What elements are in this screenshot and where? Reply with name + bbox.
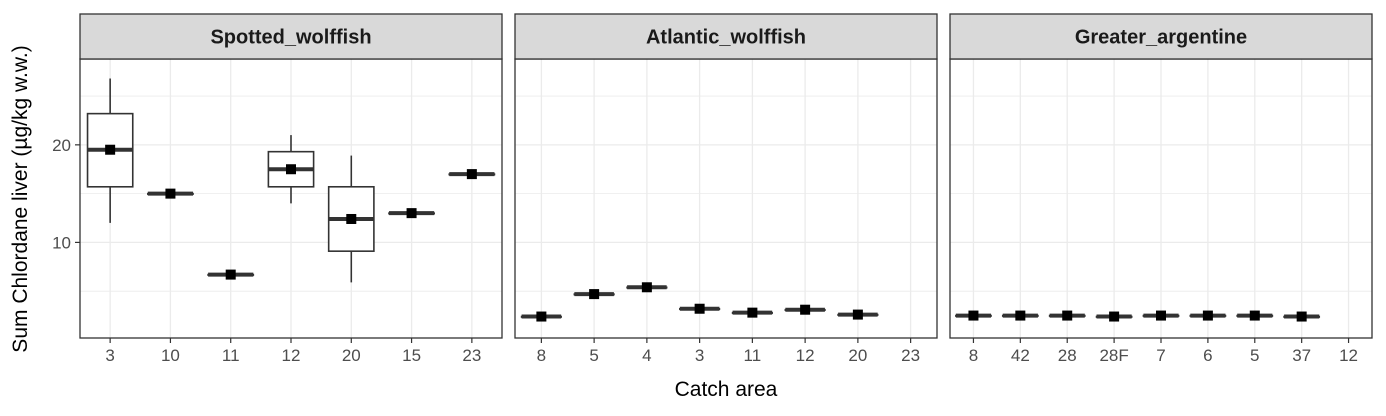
x-tick-label: 28F bbox=[1099, 346, 1128, 365]
box-5 bbox=[573, 289, 615, 300]
x-tick-label: 5 bbox=[1250, 346, 1259, 365]
x-tick-label: 12 bbox=[282, 346, 301, 365]
mean-point bbox=[589, 289, 600, 300]
facet-panel: Greater_argentine 8 42 28 28F 7 6 5 37 12 bbox=[949, 13, 1373, 365]
x-tick-label: 28 bbox=[1058, 346, 1077, 365]
mean-point bbox=[286, 164, 296, 175]
x-tick-label: 23 bbox=[462, 346, 481, 365]
mean-point bbox=[466, 169, 477, 180]
mean-point bbox=[1109, 311, 1120, 322]
x-tick-label: 11 bbox=[222, 346, 240, 365]
box-37 bbox=[1283, 311, 1321, 322]
x-tick-label: 8 bbox=[969, 346, 978, 365]
mean-point bbox=[536, 311, 547, 322]
mean-point bbox=[1156, 310, 1166, 321]
box-4 bbox=[626, 282, 668, 293]
mean-point bbox=[747, 307, 758, 318]
mean-point bbox=[1296, 311, 1307, 322]
y-tick-label: 10 bbox=[52, 233, 71, 252]
mean-point bbox=[968, 310, 979, 321]
box-28F bbox=[1095, 311, 1133, 322]
mean-point bbox=[1015, 310, 1026, 321]
box-8 bbox=[520, 311, 562, 322]
mean-point bbox=[800, 304, 811, 315]
facet-strip bbox=[514, 13, 938, 60]
box-3 bbox=[679, 303, 721, 314]
x-tick-label: 3 bbox=[105, 346, 114, 365]
box-11 bbox=[731, 307, 773, 318]
x-tick-label: 12 bbox=[796, 346, 815, 365]
box-3 bbox=[86, 78, 134, 223]
x-tick-label: 4 bbox=[642, 346, 651, 365]
box-20 bbox=[837, 309, 879, 320]
facet-title: Atlantic_wolffish bbox=[646, 27, 806, 49]
facet-panel: Spotted_wolffish 3 10 11 12 20 15 23 bbox=[79, 13, 503, 365]
box-28 bbox=[1048, 310, 1086, 321]
box-42 bbox=[1001, 310, 1039, 321]
y-tick-label: 20 bbox=[52, 136, 71, 155]
mean-point bbox=[694, 303, 705, 314]
box-10 bbox=[147, 188, 194, 199]
box-15 bbox=[388, 208, 435, 219]
box-20 bbox=[327, 155, 375, 283]
mean-point bbox=[406, 208, 417, 219]
x-tick-label: 3 bbox=[695, 346, 704, 365]
box-8 bbox=[955, 310, 992, 321]
mean-point bbox=[641, 282, 652, 293]
facet-title: Spotted_wolffish bbox=[210, 27, 371, 49]
y-axis: 10 20 bbox=[52, 136, 80, 252]
box-7 bbox=[1142, 310, 1180, 321]
mean-point bbox=[225, 269, 236, 280]
box-12 bbox=[784, 304, 826, 315]
x-tick-label: 23 bbox=[901, 346, 920, 365]
box-11 bbox=[207, 269, 255, 280]
x-axis-title: Catch area bbox=[675, 378, 778, 401]
box-12 bbox=[267, 135, 315, 204]
mean-point bbox=[346, 213, 357, 224]
facet-strip bbox=[949, 13, 1373, 60]
facet-title: Greater_argentine bbox=[1075, 27, 1247, 49]
x-tick-label: 11 bbox=[744, 346, 762, 365]
x-tick-label: 10 bbox=[161, 346, 180, 365]
mean-point bbox=[105, 144, 116, 155]
x-tick-label: 37 bbox=[1292, 346, 1311, 365]
panel-background bbox=[515, 59, 937, 338]
box-6 bbox=[1189, 310, 1227, 321]
box-5 bbox=[1236, 310, 1274, 321]
x-tick-label: 20 bbox=[342, 346, 361, 365]
facet-strip bbox=[79, 13, 503, 60]
y-axis-title: Sum Chlordane liver (µg/kg w.w.) bbox=[9, 45, 32, 352]
x-tick-label: 42 bbox=[1011, 346, 1030, 365]
box-23 bbox=[448, 169, 496, 180]
mean-point bbox=[165, 188, 176, 199]
mean-point bbox=[852, 309, 863, 320]
x-tick-label: 20 bbox=[848, 346, 867, 365]
mean-point bbox=[1062, 310, 1073, 321]
x-tick-label: 8 bbox=[537, 346, 546, 365]
x-tick-label: 12 bbox=[1339, 346, 1358, 365]
x-tick-label: 6 bbox=[1203, 346, 1212, 365]
mean-point bbox=[1249, 310, 1260, 321]
x-tick-label: 7 bbox=[1156, 346, 1165, 365]
x-tick-label: 15 bbox=[402, 346, 421, 365]
facet-panel: Atlantic_wolffish 8 5 4 3 11 12 20 23 bbox=[514, 13, 938, 365]
x-tick-label: 5 bbox=[589, 346, 598, 365]
mean-point bbox=[1202, 310, 1213, 321]
